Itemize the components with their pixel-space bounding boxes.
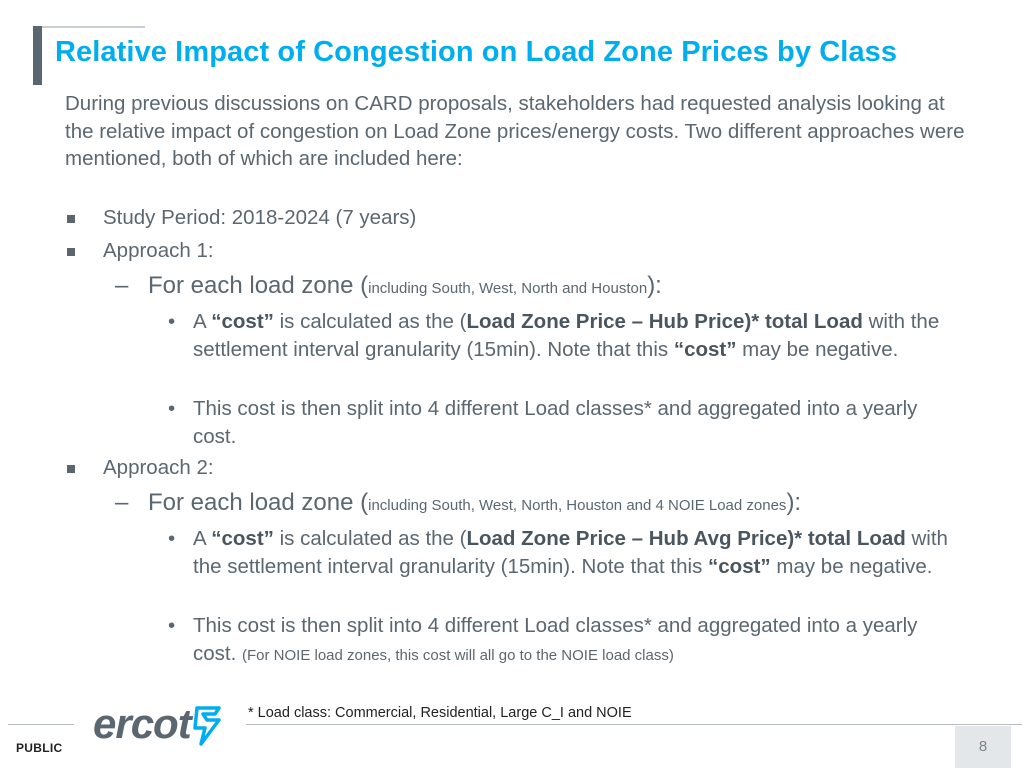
approach-2-sub-label: For each load zone ( (148, 489, 369, 516)
a1-formula: Load Zone Price – Hub Price)* total Load (466, 310, 863, 333)
a1-cost-term-2: “cost” (673, 337, 737, 361)
a2-formula: Load Zone Price – Hub Avg Price)* total … (466, 527, 906, 550)
dot-bullet-icon: • (168, 614, 176, 637)
page-number-box: 8 (955, 726, 1011, 768)
a2-item1-b: is calculated as the ( (273, 527, 467, 550)
page-number: 8 (978, 738, 988, 755)
approach-1-item-2: • This cost is then split into 4 differe… (168, 395, 948, 451)
footer-rule-right (246, 724, 1022, 725)
classification-label: PUBLIC (16, 741, 63, 755)
approach-1-sub-end: ): (647, 272, 662, 299)
slide-title: Relative Impact of Congestion on Load Zo… (55, 36, 898, 68)
approach-1-sub-label: For each load zone ( (148, 272, 369, 299)
dash-bullet-icon: – (115, 272, 129, 299)
approach-2-item-2: • This cost is then split into 4 differe… (168, 612, 948, 668)
a2-item1-a: A (193, 527, 212, 550)
approach-1-item-1: • A “cost” is calculated as the (Load Zo… (168, 308, 948, 392)
study-period-text: Study Period: 2018-2024 (7 years) (103, 206, 417, 229)
dot-bullet-icon: • (168, 527, 176, 550)
approach-1-label: Approach 1: (103, 239, 214, 262)
approach-2-label: Approach 2: (103, 456, 214, 479)
approach-2-sub-zones: including South, West, North, Houston an… (368, 497, 787, 514)
ercot-lightning-mark-icon (193, 706, 221, 746)
square-bullet-icon (67, 465, 75, 473)
a1-cost-term-1: “cost” (211, 310, 274, 333)
dot-bullet-icon: • (168, 397, 176, 420)
a2-item2-text: This cost is then split into 4 different… (193, 614, 918, 665)
a1-item2-text: This cost is then split into 4 different… (193, 397, 918, 448)
a1-item1-a: A (193, 310, 212, 333)
title-accent-bar (33, 26, 42, 85)
a2-cost-term-1: “cost” (211, 527, 274, 550)
a2-item1-d: may be negative. (770, 554, 933, 578)
a2-cost-term-2: “cost” (708, 554, 771, 578)
a2-item2-note: (For NOIE load zones, this cost will all… (242, 646, 674, 664)
approach-2-item-1: • A “cost” is calculated as the (Load Zo… (168, 525, 948, 609)
dot-bullet-icon: • (168, 310, 176, 333)
a1-item1-c: with the settlement interval granularity… (193, 310, 940, 361)
title-top-rule (33, 26, 145, 28)
square-bullet-icon (67, 248, 75, 256)
approach-1-sub-zones: including South, West, North and Houston (368, 280, 648, 297)
approach-2-sub-end: ): (786, 489, 802, 516)
a2-item1-c: with the settlement interval granularity… (193, 527, 948, 578)
ercot-logo: ercot (93, 700, 228, 752)
logo-wordmark: ercot (93, 700, 192, 747)
footnote-load-classes: * Load class: Commercial, Residential, L… (248, 705, 632, 721)
a1-item1-b: is calculated as the ( (273, 310, 467, 333)
footer-rule-left (8, 724, 74, 725)
square-bullet-icon (67, 215, 75, 223)
intro-paragraph: During previous discussions on CARD prop… (65, 92, 965, 170)
dash-bullet-icon: – (115, 489, 129, 516)
a1-item1-d: may be negative. (736, 337, 899, 361)
